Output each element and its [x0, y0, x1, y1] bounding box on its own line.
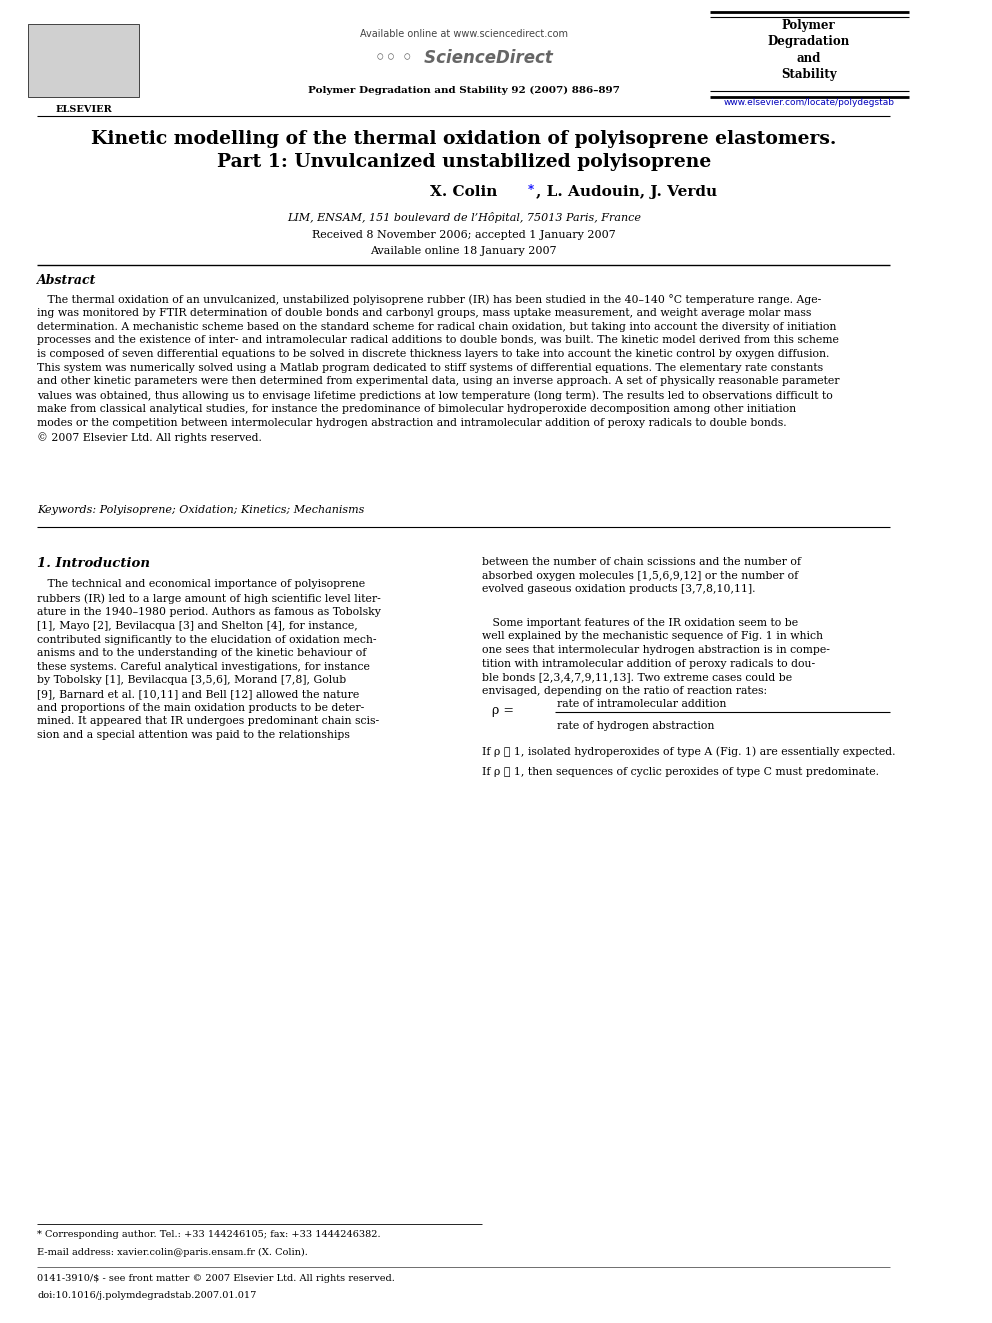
- Bar: [709, 15, 909, 97]
- Text: ELSEVIER: ELSEVIER: [56, 105, 112, 114]
- Text: Kinetic modelling of the thermal oxidation of polyisoprene elastomers.: Kinetic modelling of the thermal oxidati…: [91, 130, 836, 148]
- Text: ρ =: ρ =: [492, 704, 514, 717]
- Text: Part 1: Unvulcanized unstabilized polyisoprene: Part 1: Unvulcanized unstabilized polyis…: [216, 153, 711, 172]
- Text: Some important features of the IR oxidation seem to be
well explained by the mec: Some important features of the IR oxidat…: [482, 618, 830, 696]
- Text: If ρ ≫ 1, then sequences of cyclic peroxides of type C must predominate.: If ρ ≫ 1, then sequences of cyclic perox…: [482, 767, 879, 778]
- Text: The thermal oxidation of an unvulcanized, unstabilized polyisoprene rubber (IR) : The thermal oxidation of an unvulcanized…: [37, 294, 839, 442]
- Text: Available online 18 January 2007: Available online 18 January 2007: [370, 246, 558, 257]
- Text: X. Colin: X. Colin: [431, 185, 497, 200]
- Text: The technical and economical importance of polyisoprene
rubbers (IR) led to a la: The technical and economical importance …: [37, 579, 381, 740]
- Text: * Corresponding author. Tel.: +33 144246105; fax: +33 1444246382.: * Corresponding author. Tel.: +33 144246…: [37, 1230, 381, 1240]
- Text: *: *: [528, 184, 534, 197]
- Text: between the number of chain scissions and the number of
absorbed oxygen molecule: between the number of chain scissions an…: [482, 557, 802, 594]
- Text: Received 8 November 2006; accepted 1 January 2007: Received 8 November 2006; accepted 1 Jan…: [311, 230, 616, 241]
- Text: If ρ ≪ 1, isolated hydroperoxides of type A (Fig. 1) are essentially expected.: If ρ ≪ 1, isolated hydroperoxides of typ…: [482, 746, 896, 757]
- Text: www.elsevier.com/locate/polydegstab: www.elsevier.com/locate/polydegstab: [723, 98, 895, 107]
- Text: 1. Introduction: 1. Introduction: [37, 557, 150, 570]
- Bar: [28, 24, 139, 97]
- Text: ◦◦ ◦  ScienceDirect: ◦◦ ◦ ScienceDirect: [375, 49, 553, 67]
- Text: , L. Audouin, J. Verdu: , L. Audouin, J. Verdu: [536, 185, 717, 200]
- Text: 0141-3910/$ - see front matter © 2007 Elsevier Ltd. All rights reserved.: 0141-3910/$ - see front matter © 2007 El…: [37, 1274, 395, 1283]
- Text: Available online at www.sciencedirect.com: Available online at www.sciencedirect.co…: [360, 29, 567, 40]
- Text: rate of hydrogen abstraction: rate of hydrogen abstraction: [557, 721, 714, 732]
- Text: Polymer Degradation and Stability 92 (2007) 886–897: Polymer Degradation and Stability 92 (20…: [308, 86, 620, 95]
- Text: rate of intramolecular addition: rate of intramolecular addition: [557, 699, 726, 709]
- Text: Abstract: Abstract: [37, 274, 96, 287]
- Text: Polymer
Degradation
and
Stability: Polymer Degradation and Stability: [768, 19, 850, 81]
- Text: doi:10.1016/j.polymdegradstab.2007.01.017: doi:10.1016/j.polymdegradstab.2007.01.01…: [37, 1291, 257, 1301]
- Text: LIM, ENSAM, 151 boulevard de l’Hôpital, 75013 Paris, France: LIM, ENSAM, 151 boulevard de l’Hôpital, …: [287, 212, 641, 222]
- Text: E-mail address: xavier.colin@paris.ensam.fr (X. Colin).: E-mail address: xavier.colin@paris.ensam…: [37, 1248, 308, 1257]
- Text: Keywords: Polyisoprene; Oxidation; Kinetics; Mechanisms: Keywords: Polyisoprene; Oxidation; Kinet…: [37, 505, 364, 516]
